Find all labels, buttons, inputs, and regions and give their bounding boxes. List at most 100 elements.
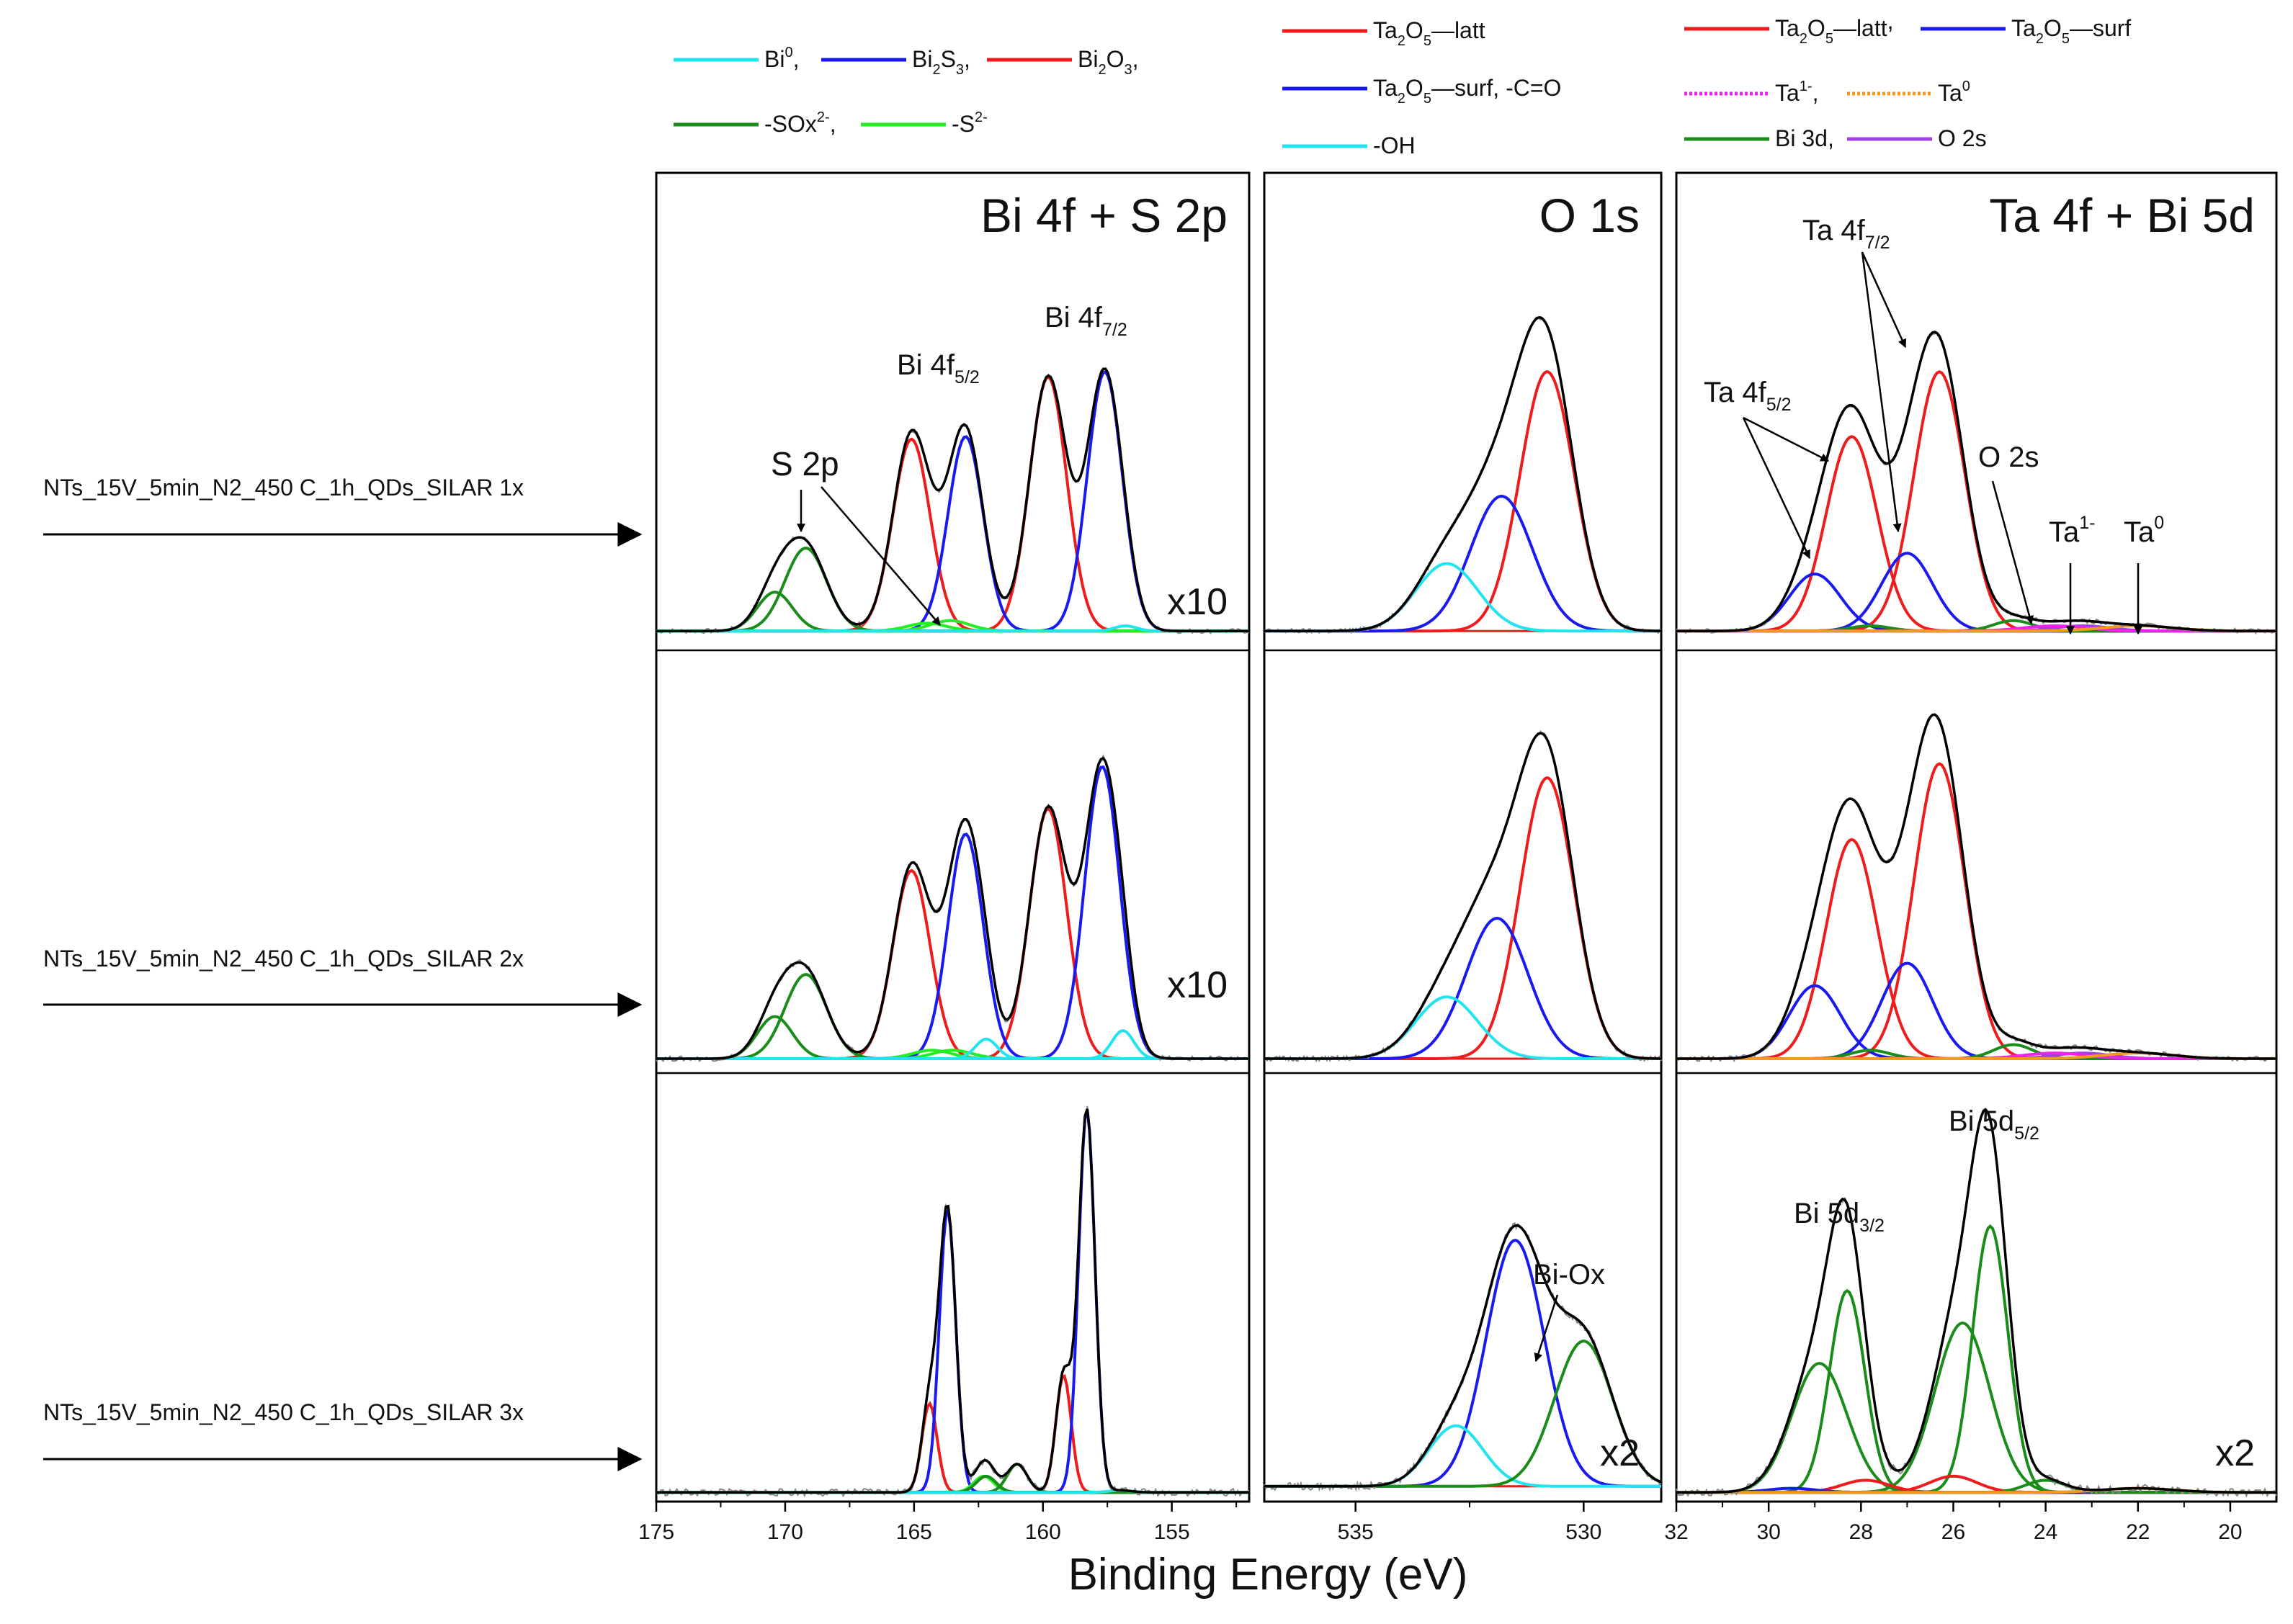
annotation-bi-5d52-text: Bi 5d [1949, 1105, 2014, 1137]
annotation-ta-4f72-text: Ta 4f [1802, 215, 1866, 246]
legend-label-0-2-label: Bi [1078, 46, 1098, 72]
annotation-ta-4f52: Ta 4f5/2 [1704, 377, 1791, 415]
multiplier-0-0: x10 [1167, 581, 1228, 623]
panel-frame-1 [1263, 171, 1663, 1503]
legend-label-0-1: Bi2S3, [912, 46, 970, 78]
component-peak-2-1-1 [1676, 762, 2276, 1060]
legend-label-2-1-label2: O [2044, 15, 2062, 41]
tick-label-1-0: 535 [1338, 1520, 1374, 1544]
component-peak-0-2-1 [656, 1374, 1249, 1494]
spectrum-2-1 [1676, 713, 2277, 1063]
legend-label-1-1-sub2: 5 [1423, 91, 1431, 107]
annotation-bi-4f72: Bi 4f7/2 [1045, 302, 1127, 340]
tick-label-2-0: 32 [1664, 1520, 1688, 1544]
legend-label-0-0: Bi0, [764, 45, 799, 72]
annotation-ta-4f72: Ta 4f7/2 [1802, 215, 1890, 253]
legend-label-0-2-label2: O [1107, 46, 1125, 72]
annotation-bi-4f72-sub: 7/2 [1102, 320, 1127, 340]
legend-label-1-0-sub: 2 [1398, 33, 1405, 49]
annotation-ta-1minus-sup: 1- [2079, 513, 2095, 533]
spectrum-1-0 [1264, 316, 1662, 634]
legend-label-2-2-sup: 1- [1800, 78, 1813, 94]
legend-label-0-1-label2: S [941, 46, 956, 72]
legend-label-0-4-label: -S [952, 111, 975, 137]
component-peak-1-0-1 [1264, 494, 1661, 633]
envelope-fit-0-2 [656, 1108, 1249, 1494]
component-peak-1-1-0 [1264, 776, 1661, 1060]
legends: Bi0, Bi2S3, Bi2O3,-SOx2-, -S2-Ta2O5—lattTa2… [674, 8, 2131, 158]
annotation-ta-0-sup: 0 [2154, 513, 2164, 533]
component-peak-0-1-1 [656, 807, 1249, 1060]
measured-data-0-1 [656, 754, 1250, 1062]
component-peak-0-0-8 [656, 624, 1249, 633]
annotation-ta-1minus: Ta1- [2049, 513, 2095, 548]
annotation-s-2p: S 2p [771, 445, 839, 483]
panel-title-0: Bi 4f + S 2p [980, 189, 1228, 242]
annotation-bi-4f52: Bi 4f5/2 [897, 349, 980, 387]
legend-label-2-2-label: Ta [1775, 80, 1800, 106]
component-peak-0-2-3 [656, 1109, 1249, 1494]
row-label-3: NTs_15V_5min_N2_450 C_1h_QDs_SILAR 3x [43, 1399, 524, 1425]
legend-label-0-1-sub: 2 [932, 62, 940, 78]
spectrum-2-0 [1676, 331, 2277, 635]
legend-label-2-4-sep: , [1828, 125, 1834, 151]
measured-data-2-1 [1676, 713, 2277, 1063]
panels: Bi 4f + S 2p 175 170 165 160 155 x10 x10 O 1s 535… [638, 171, 2278, 1544]
component-peak-0-2-5 [656, 1463, 1249, 1494]
measured-data-1-1 [1264, 730, 1662, 1063]
component-peak-2-2-3 [1676, 1361, 2276, 1494]
legend-label-2-1-sub2: 5 [2062, 31, 2070, 47]
annotation-arrow-ta52-1 [1743, 416, 1830, 462]
legend-label-0-1-sub2: 3 [956, 62, 964, 78]
annotation-bi-5d52-sub: 5/2 [2014, 1123, 2039, 1144]
tick-label-1-1: 530 [1565, 1520, 1601, 1544]
envelope-fit-0-1 [656, 756, 1249, 1060]
row-label-2: NTs_15V_5min_N2_450 C_1h_QDs_SILAR 2x [43, 946, 524, 972]
measured-data-0-0 [656, 367, 1250, 634]
annotation-ta-0: Ta0 [2124, 513, 2164, 548]
tick-label-0-2: 165 [896, 1520, 932, 1544]
legend-label-0-4-sup: 2- [975, 109, 988, 125]
annotation-arrow-bi-ox [1534, 1294, 1559, 1363]
legend-label-0-0-sep: , [793, 46, 800, 72]
annotation-bi-4f52-sub: 5/2 [955, 367, 980, 387]
legend-label-0-3-sep: , [830, 111, 836, 137]
legend-label-0-1-label: Bi [912, 46, 932, 72]
spectrum-0-0: x10 [656, 367, 1250, 634]
tick-label-0-0: 175 [638, 1520, 674, 1544]
tick-label-2-1: 30 [1756, 1520, 1780, 1544]
envelope-fit-1-2 [1264, 1224, 1662, 1488]
legend-label-1-0-label2: O [1405, 17, 1423, 43]
legend-label-0-3-sup: 2- [817, 109, 830, 125]
annotation-bi-5d52: Bi 5d5/2 [1949, 1105, 2039, 1144]
component-peak-0-1-2 [656, 833, 1249, 1060]
tick-label-0-1: 170 [767, 1520, 803, 1544]
annotation-bi-ox: Bi-Ox [1533, 1259, 1605, 1291]
legend-label-1-1-label2: O [1405, 75, 1423, 101]
legend-label-1-1-label: Ta [1373, 75, 1398, 101]
multiplier-1-2: x2 [1600, 1432, 1640, 1474]
legend-label-2-3: Ta0 [1938, 78, 1970, 106]
legend-label-2-1: Ta2O5—surf [2011, 15, 2131, 47]
panel-0: Bi 4f + S 2p 175 170 165 160 155 x10 x10 [638, 171, 1251, 1544]
spectrum-2-2: x2 [1676, 1107, 2277, 1498]
legend-label-1-0-label3: —latt [1431, 17, 1485, 43]
annotation-ta-4f52-text: Ta 4f [1704, 377, 1767, 408]
annotation-ta-4f72-sub: 7/2 [1865, 233, 1890, 253]
component-peak-0-1-3 [656, 765, 1249, 1060]
legend-label-2-0: Ta2O5—latt, [1775, 8, 1894, 47]
component-peak-0-0-0 [656, 437, 1249, 633]
tick-label-2-5: 22 [2126, 1520, 2150, 1544]
multiplier-0-1: x10 [1167, 964, 1228, 1006]
envelope-fit-2-1 [1676, 713, 2276, 1060]
legend-label-0-2: Bi2O3, [1078, 46, 1138, 78]
annotation-ta-0-text: Ta [2124, 516, 2155, 548]
legend-label-0-2-sep: , [1132, 46, 1139, 72]
component-peak-0-0-2 [656, 435, 1249, 633]
legend-label-2-1-label3: —surf [2070, 15, 2131, 41]
legend-label-2-0-sub: 2 [1800, 31, 1807, 47]
component-peak-2-2-0 [1676, 1224, 2276, 1494]
legend-label-1-0-sub2: 5 [1423, 33, 1431, 49]
annotation-arrow-o2s [1991, 480, 2034, 625]
